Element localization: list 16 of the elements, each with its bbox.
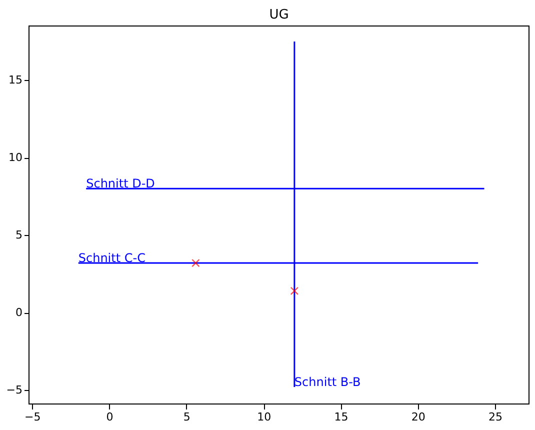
y-tick-label: 5 — [16, 228, 22, 242]
x-tick-label: 25 — [488, 410, 503, 424]
y-tick-label: 10 — [8, 151, 22, 164]
annotation: Schnitt C-C — [78, 251, 146, 266]
x-tick-label: 15 — [334, 410, 348, 424]
annotation: Schnitt B-B — [294, 374, 361, 389]
annotation: Schnitt D-D — [86, 176, 155, 191]
y-tick-label: 15 — [8, 74, 22, 87]
y-tick-label: −5 — [6, 384, 22, 397]
y-tick-label: 0 — [16, 306, 22, 320]
chart-title: UG — [269, 8, 289, 22]
x-tick-label: 5 — [183, 410, 190, 424]
x-tick-label: 0 — [106, 410, 114, 424]
x-tick-label: 10 — [257, 410, 272, 424]
x-tick-label: 20 — [411, 410, 426, 424]
x-tick-label: −5 — [24, 410, 41, 424]
